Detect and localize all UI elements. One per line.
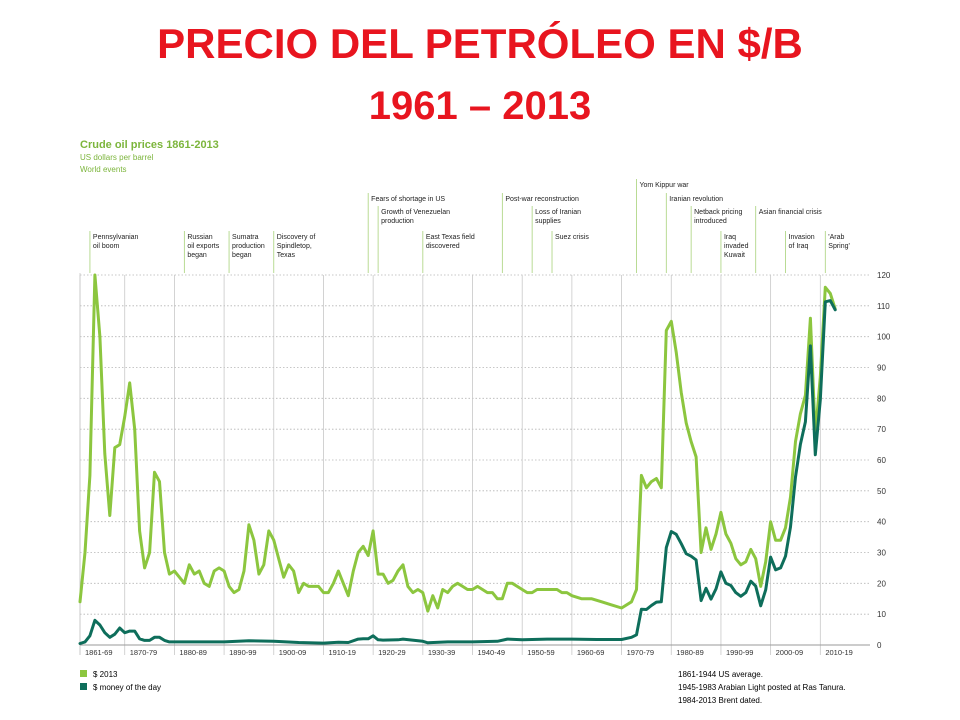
event-label-15-1: of Iraq [789,243,809,250]
legend-label-money-of-the-day: $ money of the day [93,683,161,692]
x-tick-label-1900-09: 1900-09 [279,648,307,657]
event-label-3-2: Texas [277,252,296,259]
event-label-6-1: discovered [426,243,460,250]
event-label-13-2: Kuwait [724,252,745,259]
x-tick-label-1980-89: 1980-89 [676,648,704,657]
event-label-12-1: introduced [694,218,727,225]
y-tick-label-90: 90 [877,364,886,373]
y-tick-label-30: 30 [877,549,886,558]
event-label-2-2: began [232,252,252,259]
chart-unit-label: US dollars per barrel [80,153,154,162]
x-tick-label-1910-19: 1910-19 [328,648,356,657]
grid-lines [79,273,870,655]
event-label-1-2: began [187,252,207,259]
legend-label-2013: $ 2013 [93,670,118,679]
slide-title: PRECIO DEL PETRÓLEO EN $/B [157,20,803,67]
event-label-8-0: Loss of Iranian [535,209,581,216]
x-tick-label-1950-59: 1950-59 [527,648,555,657]
x-tick-label-1890-99: 1890-99 [229,648,257,657]
event-label-0-0: Pennsylvanian [93,234,139,241]
event-label-3-1: Spindletop, [277,243,312,250]
event-label-14-0: Asian financial crisis [759,209,823,216]
y-tick-label-100: 100 [877,333,891,342]
y-tick-label-70: 70 [877,425,886,434]
y-tick-label-0: 0 [877,641,882,650]
footnote-brent: 1984-2013 Brent dated. [678,696,762,705]
x-tick-label-1930-39: 1930-39 [428,648,456,657]
y-tick-label-10: 10 [877,610,886,619]
x-tick-label-1920-29: 1920-29 [378,648,406,657]
event-label-7-0: Post-war reconstruction [505,196,579,203]
event-label-5-0: Growth of Venezuelan [381,209,450,216]
event-label-16-1: Spring' [828,243,850,250]
footnote-arabian-light: 1945-1983 Arabian Light posted at Ras Ta… [678,683,846,692]
chart-events-label: World events [80,165,127,174]
y-tick-label-20: 20 [877,579,886,588]
event-label-1-0: Russian [187,234,212,241]
y-tick-label-60: 60 [877,456,886,465]
x-tick-label-1870-79: 1870-79 [130,648,158,657]
y-tick-label-120: 120 [877,271,891,280]
x-tick-label-2010-19: 2010-19 [825,648,853,657]
event-label-3-0: Discovery of [277,234,316,241]
x-tick-label-1960-69: 1960-69 [577,648,605,657]
x-tick-label-1880-89: 1880-89 [179,648,207,657]
event-label-1-1: oil exports [187,243,219,250]
x-tick-label-1940-49: 1940-49 [478,648,506,657]
x-tick-label-2000-09: 2000-09 [776,648,804,657]
x-axis-ticks: 1861-69 1870-79 1880-89 1890-99 1900-09 1910-… [85,648,853,657]
y-tick-label-80: 80 [877,394,886,403]
event-label-13-0: Iraq [724,234,736,241]
legend-swatch-money-of-the-day [80,683,87,690]
event-label-8-1: supplies [535,218,561,225]
series-line-2013 [78,273,837,613]
series-line-money-of-the-day [78,299,837,645]
event-label-13-1: invaded [724,243,749,250]
x-tick-label-1990-99: 1990-99 [726,648,754,657]
series-lines [78,273,837,645]
y-tick-label-40: 40 [877,518,886,527]
event-label-2-1: production [232,243,265,250]
event-label-2-0: Sumatra [232,234,259,241]
event-label-16-0: 'Arab [828,234,844,241]
y-tick-label-50: 50 [877,487,886,496]
chart-title: Crude oil prices 1861-2013 [80,139,219,151]
y-axis-ticks: 0 10 20 30 40 50 60 70 80 90 100 110 120 [877,271,891,650]
event-label-10-0: Yom Kippur war [639,182,689,189]
x-tick-label-1861-69: 1861-69 [85,648,113,657]
world-events: Pennsylvanian oil boom Russian oil exports b… [89,179,850,273]
event-label-4-0: Fears of shortage in US [371,196,445,203]
y-tick-label-110: 110 [877,302,890,311]
event-label-12-0: Netback pricing [694,209,742,216]
slide-subtitle: 1961 – 2013 [368,84,592,128]
event-label-9-0: Suez crisis [555,234,589,241]
event-label-5-1: production [381,218,414,225]
event-label-0-1: oil boom [93,243,120,250]
legend-swatch-2013 [80,670,87,677]
event-label-11-0: Iranian revolution [669,196,723,203]
footnote-us-average: 1861-1944 US average. [678,670,763,679]
event-label-6-0: East Texas field [426,234,475,241]
x-tick-label-1970-79: 1970-79 [627,648,655,657]
event-label-15-0: Invasion [789,234,815,241]
